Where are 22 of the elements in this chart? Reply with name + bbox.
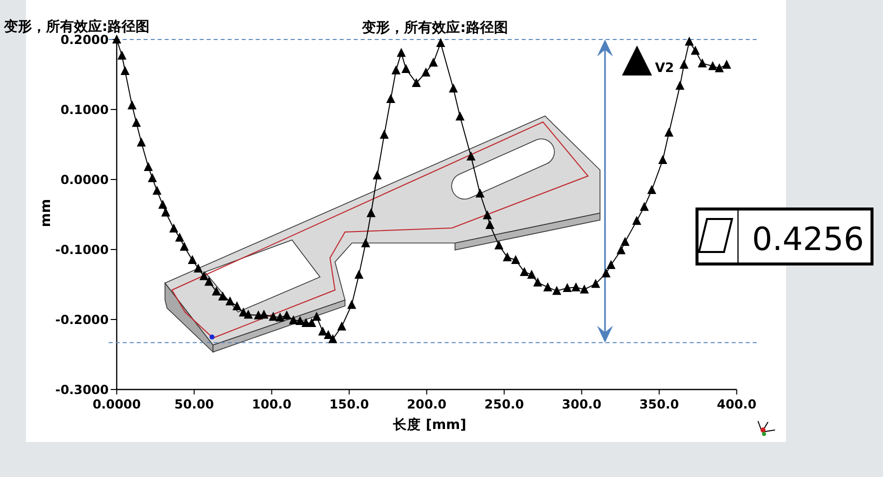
- y-tick-label: 0.2000: [60, 32, 109, 47]
- x-tick-label: 250.0: [484, 396, 524, 412]
- x-tick-label: 0.0000: [92, 396, 142, 412]
- x-tick-label: 400.0: [716, 396, 757, 412]
- x-tick-label: 100.0: [252, 396, 292, 412]
- chart-title: 变形，所有效应:路径图: [3, 18, 150, 35]
- y-tick-label: -0.2000: [55, 312, 109, 327]
- text: 变形，所有效应:路径图: [361, 19, 508, 36]
- y-tick-label: 0.1000: [60, 102, 109, 117]
- x-tick-label: 300.0: [562, 396, 602, 412]
- y-tick-label: -0.3000: [55, 382, 109, 397]
- legend-label: V2: [655, 61, 674, 76]
- x-tick-label: 200.0: [406, 396, 447, 412]
- y-axis-title: mm: [38, 198, 54, 228]
- y-tick-label: 0.0000: [60, 172, 109, 187]
- x-tick-label: 150.0: [329, 396, 370, 412]
- x-tick-label: 350.0: [639, 396, 680, 412]
- x-tick-label: 50.00: [174, 396, 214, 412]
- legend: V2: [622, 46, 674, 76]
- y-tick-label: -0.1000: [55, 242, 109, 257]
- text: 0.4256: [752, 220, 864, 258]
- x-axis-title: 长度 [mm]: [392, 416, 466, 433]
